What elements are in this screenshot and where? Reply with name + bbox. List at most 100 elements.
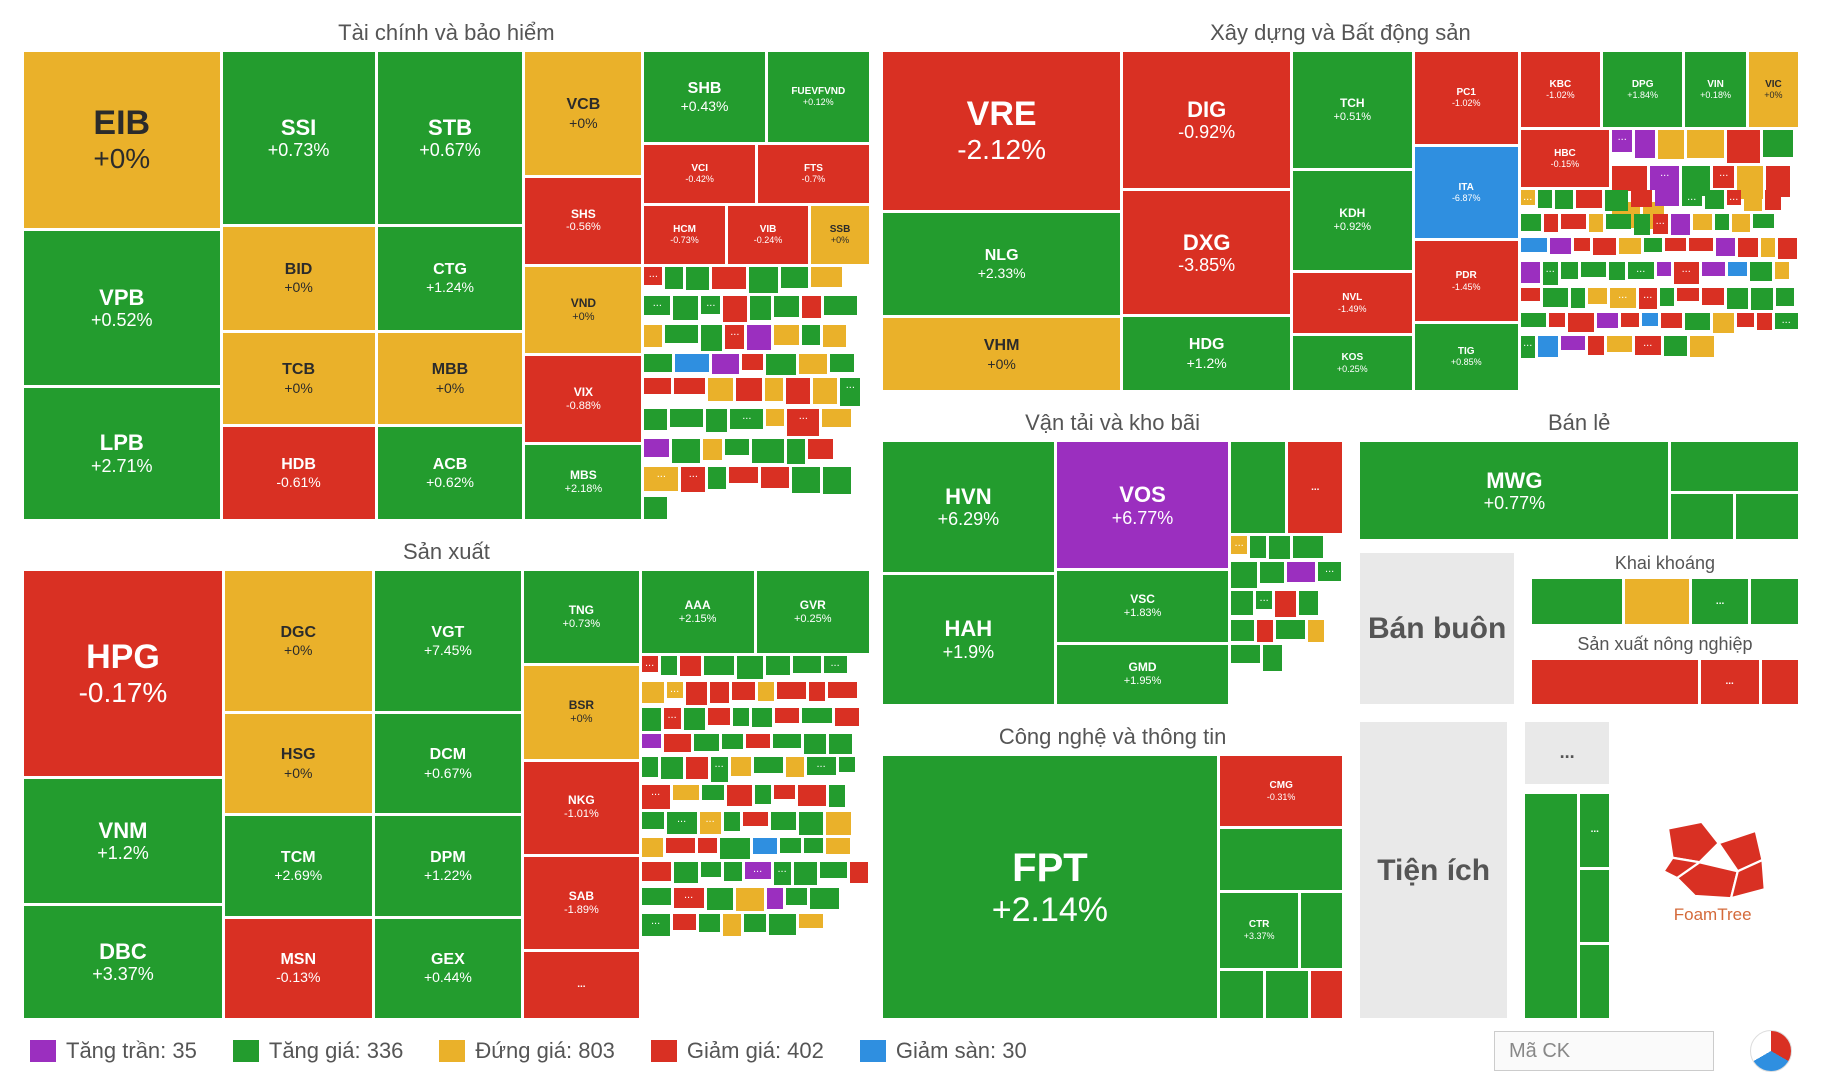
tile-small[interactable]: ...	[1628, 262, 1654, 279]
tile-small[interactable]: ...	[642, 914, 670, 936]
tile-small[interactable]	[723, 914, 741, 936]
tile-small[interactable]	[1736, 494, 1798, 539]
tile-AAA[interactable]: AAA +2.15%	[642, 571, 754, 653]
tile-small[interactable]: ...	[1692, 579, 1748, 623]
tile-small[interactable]	[1753, 214, 1774, 228]
tile-small[interactable]: ...	[1775, 313, 1798, 329]
tile-small[interactable]	[706, 409, 727, 432]
tile-small[interactable]	[733, 708, 749, 726]
tile-small[interactable]	[792, 467, 820, 493]
tile-small[interactable]	[1561, 262, 1578, 279]
tile-DXG[interactable]: DXG -3.85%	[1123, 191, 1289, 314]
tile-small[interactable]: ...	[787, 409, 819, 436]
tile-small[interactable]	[670, 409, 703, 427]
tile-small[interactable]	[704, 656, 734, 675]
tile-small[interactable]	[724, 862, 742, 881]
tile-small[interactable]	[1576, 190, 1602, 208]
tile-small[interactable]	[758, 682, 774, 701]
tile-small[interactable]	[1521, 262, 1540, 283]
tile-small[interactable]	[1257, 620, 1273, 642]
tile-small[interactable]	[1287, 562, 1315, 582]
tile-small[interactable]: ...	[725, 325, 744, 349]
tile-small[interactable]	[766, 409, 784, 426]
tile-small[interactable]	[673, 914, 696, 930]
tile-VPB[interactable]: VPB +0.52%	[24, 231, 220, 385]
tile-small[interactable]	[1642, 313, 1658, 326]
tile-small[interactable]	[1581, 262, 1606, 277]
tile-small[interactable]	[642, 862, 671, 881]
tile-small[interactable]	[1532, 660, 1698, 704]
tile-small[interactable]	[701, 862, 721, 877]
tile-HBC[interactable]: HBC -0.15%	[1521, 130, 1609, 186]
tile-small[interactable]: ...	[1639, 288, 1657, 309]
tile-small[interactable]	[1231, 562, 1257, 588]
tile-small[interactable]	[771, 812, 796, 830]
tile-small[interactable]	[673, 296, 698, 320]
tile-small[interactable]	[750, 296, 771, 320]
tile-small[interactable]	[774, 296, 799, 317]
tile-small[interactable]	[823, 325, 846, 347]
tile-small[interactable]	[673, 785, 699, 800]
tile-DIG[interactable]: DIG -0.92%	[1123, 52, 1289, 188]
tile-small[interactable]: ...	[1288, 442, 1342, 533]
tile-small[interactable]	[786, 378, 810, 404]
tile-small[interactable]	[1589, 214, 1603, 232]
tile-small[interactable]	[1574, 238, 1590, 251]
tile-small[interactable]	[1250, 536, 1266, 558]
tile-TCM[interactable]: TCM +2.69%	[225, 816, 372, 915]
tile-small[interactable]	[1619, 238, 1641, 254]
tile-small[interactable]: ...	[840, 378, 860, 406]
tile-VNM[interactable]: VNM +1.2%	[24, 779, 222, 903]
tile-small[interactable]: ...	[1610, 288, 1636, 308]
tile-small[interactable]	[835, 708, 859, 726]
tile-FPT[interactable]: FPT +2.14%	[883, 756, 1217, 1018]
tile-small[interactable]	[761, 467, 789, 488]
tile-FTS[interactable]: FTS -0.7%	[758, 145, 869, 203]
tile-DPG[interactable]: DPG +1.84%	[1603, 52, 1682, 127]
tile-small[interactable]	[729, 467, 758, 483]
tile-VSC[interactable]: VSC +1.83%	[1057, 571, 1228, 642]
tile-small[interactable]: ...	[730, 409, 763, 429]
tile-CTG[interactable]: CTG +1.24%	[378, 227, 523, 330]
tile-GVR[interactable]: GVR +0.25%	[757, 571, 869, 653]
tile-small[interactable]	[811, 267, 842, 287]
tile-small[interactable]	[642, 757, 658, 777]
tile-small[interactable]: ...	[1318, 562, 1341, 581]
tile-small[interactable]	[1521, 288, 1540, 301]
tile-small[interactable]	[823, 467, 851, 494]
tile-small[interactable]	[793, 656, 821, 673]
tile-small[interactable]	[1231, 645, 1260, 663]
tile-small[interactable]	[753, 838, 777, 854]
tile-small[interactable]	[798, 785, 826, 806]
tile-GMD[interactable]: GMD +1.95%	[1057, 645, 1228, 704]
tile-small[interactable]	[665, 267, 683, 289]
tile-small[interactable]	[829, 734, 852, 754]
tile-small[interactable]: ...	[824, 656, 847, 673]
tile-small[interactable]	[1538, 336, 1558, 357]
tile-small[interactable]	[747, 325, 771, 350]
tile-small[interactable]	[773, 734, 801, 748]
tile-small[interactable]	[1561, 214, 1586, 229]
tile-small[interactable]	[1776, 288, 1794, 306]
tile-small[interactable]	[802, 296, 821, 318]
tile-LPB[interactable]: LPB +2.71%	[24, 388, 220, 519]
tile-small[interactable]: ...	[745, 862, 771, 879]
tile-small[interactable]	[1655, 190, 1679, 206]
foamtree-logo[interactable]: FoamTree	[1627, 722, 1798, 1018]
tile-VIX[interactable]: VIX -0.88%	[525, 356, 641, 442]
tile-small[interactable]	[1716, 238, 1735, 256]
tile-small[interactable]	[802, 708, 832, 723]
search-input[interactable]: Mã CK	[1494, 1031, 1714, 1071]
tile-small[interactable]: ...	[642, 785, 670, 809]
tile-small[interactable]	[1705, 190, 1724, 209]
tile-small[interactable]	[642, 682, 664, 703]
tile-small[interactable]	[642, 888, 671, 905]
tile-small[interactable]	[644, 497, 667, 519]
tile-MBB[interactable]: MBB +0%	[378, 333, 523, 424]
tile-small[interactable]	[1665, 238, 1686, 251]
tile-small[interactable]: ...	[711, 757, 728, 782]
tile-small[interactable]	[1727, 130, 1760, 163]
tile-KBC[interactable]: KBC -1.02%	[1521, 52, 1600, 127]
tile-small[interactable]: ...	[1650, 166, 1679, 190]
gray-small[interactable]: ...	[1525, 722, 1609, 784]
